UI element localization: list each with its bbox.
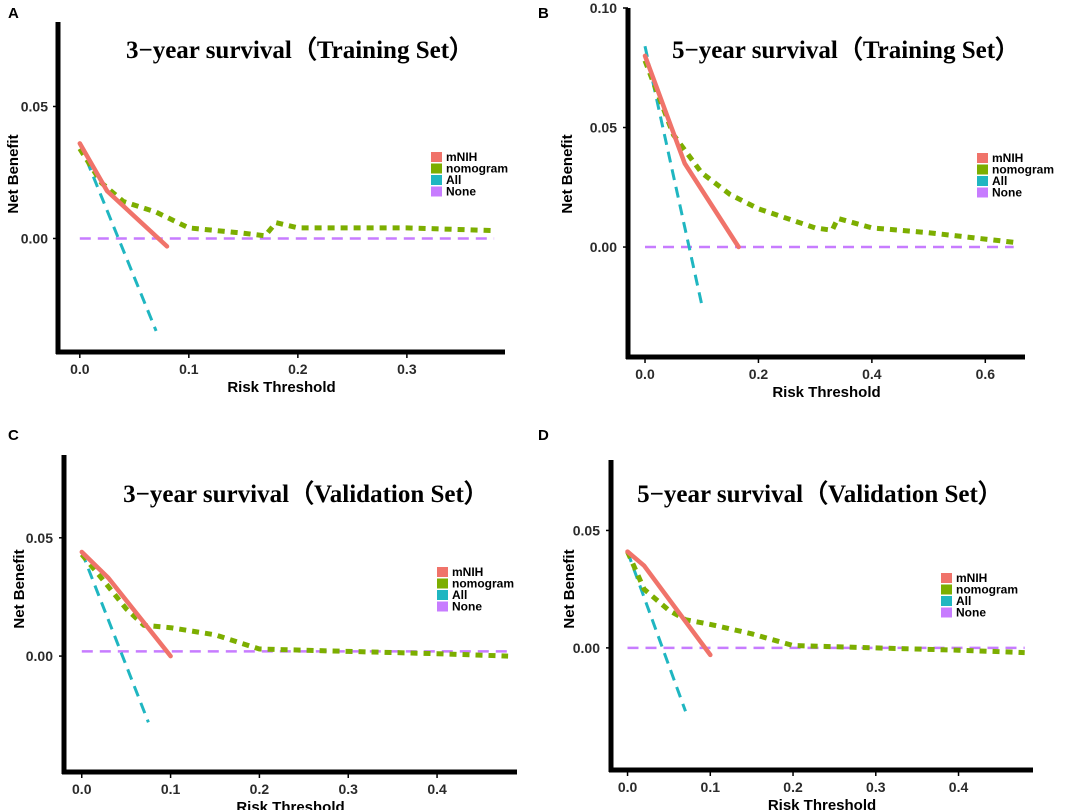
series-line-mnih <box>77 141 170 249</box>
y-axis-title: Net Benefit <box>561 549 578 628</box>
legend-label-all: All <box>956 594 971 608</box>
panel-label: B <box>538 5 549 22</box>
legend-swatch-none <box>941 607 952 618</box>
series-line-mnih <box>642 53 741 250</box>
legend-label-mnih: mNIH <box>452 565 483 579</box>
legend-swatch-mnih <box>977 153 988 163</box>
legend-swatch-nomogram <box>977 164 988 175</box>
chart-title: 3−year survival（Validation Set） <box>123 479 489 508</box>
series-line-mnih <box>625 549 713 658</box>
legend-label-nomogram: nomogram <box>956 583 1018 597</box>
legend-swatch-none <box>977 187 988 198</box>
series-line-nomogram <box>77 147 495 239</box>
y-tick-label: 0.05 <box>26 530 53 546</box>
x-axis-title: Risk Threshold <box>772 384 880 401</box>
x-tick-label: 0.2 <box>783 779 803 795</box>
legend-swatch-none <box>437 601 448 612</box>
x-tick-label: 0.1 <box>161 781 181 797</box>
x-tick-label: 0.0 <box>635 366 655 382</box>
legend-label-all: All <box>992 174 1007 188</box>
x-tick-label: 0.3 <box>339 781 359 797</box>
series-line-all <box>80 551 150 723</box>
x-tick-label: 0.0 <box>72 781 92 797</box>
legend-label-none: None <box>956 606 986 620</box>
y-tick-label: 0.05 <box>21 98 48 114</box>
legend-label-mnih: mNIH <box>956 571 987 585</box>
y-axis-title: Net Benefit <box>5 134 22 213</box>
panel-label: C <box>8 427 19 444</box>
legend-swatch-mnih <box>437 567 448 577</box>
chart-panel-a: A 3−year survival（Training Set） 0.00 0.05 0.… <box>5 5 508 396</box>
chart-title: 5−year survival（Validation Set） <box>637 479 1003 508</box>
chart-title: 5−year survival（Training Set） <box>672 35 1020 64</box>
x-axis-title: Risk Threshold <box>768 797 876 810</box>
y-tick-label: 0.00 <box>573 640 600 656</box>
series-line-mnih <box>79 549 173 659</box>
legend-swatch-all <box>941 596 952 606</box>
x-tick-label: 0.2 <box>288 361 308 377</box>
legend-swatch-nomogram <box>941 584 952 595</box>
x-tick-label: 0.0 <box>618 779 638 795</box>
legend-swatch-none <box>431 186 442 197</box>
chart-panel-d: D 5−year survival（Validation Set） 0.00 0.05… <box>538 427 1033 810</box>
series-line-nomogram <box>625 550 1025 656</box>
legend-swatch-mnih <box>431 152 442 162</box>
panel-label: A <box>8 5 19 22</box>
x-tick-label: 0.1 <box>701 779 721 795</box>
x-tick-label: 0.1 <box>179 361 199 377</box>
legend-swatch-all <box>431 175 442 185</box>
y-tick-label: 0.05 <box>590 120 617 136</box>
chart-panel-c: C 3−year survival（Validation Set） 0.00 0.05… <box>8 427 517 810</box>
y-axis-title: Net Benefit <box>11 549 28 628</box>
panel-label: D <box>538 427 549 444</box>
x-tick-label: 0.3 <box>866 779 886 795</box>
y-tick-label: 0.00 <box>26 648 53 664</box>
legend-swatch-all <box>437 590 448 600</box>
x-tick-label: 0.4 <box>427 781 447 797</box>
series-line-nomogram <box>79 552 509 659</box>
x-tick-label: 0.4 <box>862 366 882 382</box>
legend-label-all: All <box>452 588 467 602</box>
y-tick-label: 0.05 <box>573 522 600 538</box>
legend-label-none: None <box>992 186 1022 200</box>
legend-label-none: None <box>452 600 482 614</box>
x-tick-label: 0.3 <box>397 361 417 377</box>
legend-label-none: None <box>446 185 476 199</box>
x-tick-label: 0.4 <box>949 779 969 795</box>
x-tick-label: 0.2 <box>749 366 769 382</box>
x-axis-title: Risk Threshold <box>227 379 335 396</box>
x-tick-label: 0.0 <box>70 361 90 377</box>
series-line-nomogram <box>642 59 1014 245</box>
legend-label-mnih: mNIH <box>446 150 477 164</box>
series-line-all <box>626 551 687 712</box>
x-tick-label: 0.2 <box>250 781 270 797</box>
y-tick-label: 0.00 <box>21 230 48 246</box>
legend-swatch-all <box>977 176 988 186</box>
y-tick-label: 0.10 <box>590 0 617 16</box>
chart-panel-b: B 5−year survival（Training Set） 0.00 0.05 0.… <box>538 0 1054 401</box>
x-axis-title: Risk Threshold <box>236 799 344 810</box>
legend-label-nomogram: nomogram <box>452 577 514 591</box>
series-line-all <box>78 142 158 332</box>
legend-swatch-mnih <box>941 573 952 583</box>
legend-swatch-nomogram <box>431 163 442 174</box>
legend-label-nomogram: nomogram <box>992 163 1054 177</box>
y-tick-label: 0.00 <box>590 239 617 255</box>
legend-swatch-nomogram <box>437 578 448 589</box>
legend-label-mnih: mNIH <box>992 151 1023 165</box>
legend-label-nomogram: nomogram <box>446 162 508 176</box>
legend-label-all: All <box>446 173 461 187</box>
y-axis-title: Net Benefit <box>559 134 576 213</box>
x-tick-label: 0.6 <box>976 366 996 382</box>
chart-title: 3−year survival（Training Set） <box>126 35 474 64</box>
